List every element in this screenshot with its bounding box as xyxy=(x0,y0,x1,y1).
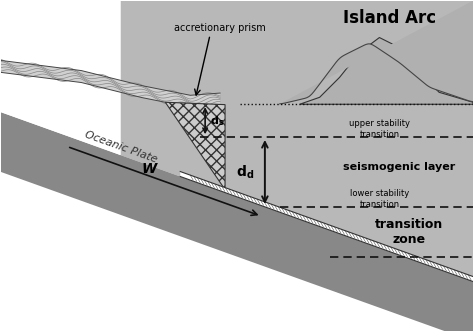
Text: W: W xyxy=(142,162,157,176)
Polygon shape xyxy=(1,112,473,332)
Text: $\mathbf{d_s}$: $\mathbf{d_s}$ xyxy=(210,114,224,127)
Text: upper stability
transition: upper stability transition xyxy=(349,120,410,139)
Text: $\mathbf{d_d}$: $\mathbf{d_d}$ xyxy=(236,163,254,181)
Polygon shape xyxy=(1,60,220,107)
Polygon shape xyxy=(1,1,120,155)
Polygon shape xyxy=(120,1,473,332)
Polygon shape xyxy=(300,38,473,104)
Text: lower stability
transition: lower stability transition xyxy=(350,189,409,208)
Text: seismogenic layer: seismogenic layer xyxy=(343,162,456,172)
Polygon shape xyxy=(280,1,473,104)
Text: Island Arc: Island Arc xyxy=(343,9,436,27)
Polygon shape xyxy=(180,172,473,282)
Text: transition
zone: transition zone xyxy=(375,218,443,246)
Text: accretionary prism: accretionary prism xyxy=(174,23,266,33)
Polygon shape xyxy=(165,102,225,190)
Text: Oceanic Plate: Oceanic Plate xyxy=(83,129,158,165)
